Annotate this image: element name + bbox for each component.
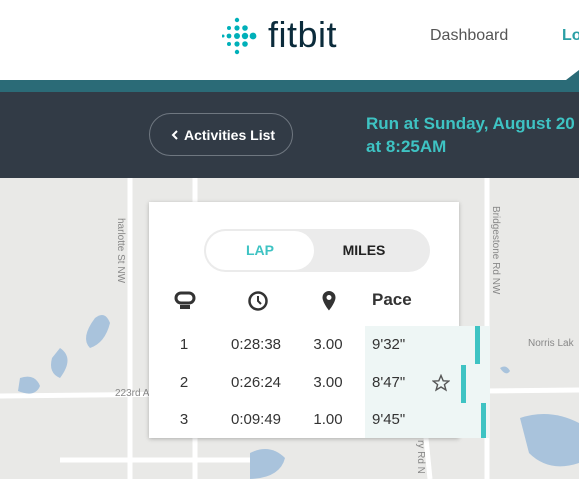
- pace-header: Pace: [372, 290, 412, 309]
- time-icon: [248, 291, 268, 311]
- lap-cell: 1: [179, 336, 189, 353]
- activity-title: Run at Sunday, August 20: [366, 114, 575, 133]
- laps-card: LAP MILES Pace 1 0:28:38 3.00 9'32" 2 0:26:24…: [149, 202, 490, 438]
- logo-icon: [222, 17, 257, 55]
- map-label: 223rd A: [115, 388, 150, 399]
- lap-cell: 3.00: [313, 336, 343, 353]
- tab-switch: LAP MILES: [204, 229, 430, 272]
- header: fitbit Dashboard Lo: [0, 0, 579, 80]
- lap-cell: 8'47": [372, 374, 406, 391]
- lap-icon: [174, 291, 196, 309]
- back-label: Activities List: [184, 127, 276, 143]
- map-label: harlotte St NW: [115, 218, 126, 284]
- lap-cell: 0:26:24: [230, 374, 282, 391]
- nav-pointer: [566, 70, 579, 80]
- lap-cell: 9'32": [372, 336, 406, 353]
- lap-cell: 0:09:49: [230, 411, 282, 428]
- back-button[interactable]: Activities List: [149, 113, 293, 156]
- chevron: [171, 130, 178, 140]
- lap-cell: 0:28:38: [230, 336, 282, 353]
- distance-icon: [322, 291, 336, 311]
- toolbar: Activities List Run at Sunday, August 20…: [0, 92, 579, 178]
- lap-cell: 2: [179, 374, 189, 391]
- nav-link[interactable]: Lo: [562, 27, 579, 44]
- pace-bar: [475, 326, 480, 364]
- lap-cell: 9'45": [372, 411, 406, 428]
- logo-text: fitbit: [268, 14, 338, 55]
- tab[interactable]: LAP: [206, 231, 314, 270]
- pace-column: [365, 326, 490, 438]
- star-icon[interactable]: [432, 374, 450, 392]
- map-label: Norris Lak: [528, 338, 575, 349]
- nav-link[interactable]: Dashboard: [430, 27, 509, 44]
- pace-bar: [461, 365, 466, 403]
- accent-stripe: [0, 80, 579, 92]
- lap-cell: 3.00: [313, 374, 343, 391]
- map-label: ry Rd N: [415, 440, 426, 474]
- map-label: Bridgestone Rd NW: [490, 206, 501, 295]
- tab[interactable]: MILES: [342, 242, 386, 258]
- lap-cell: 1.00: [313, 411, 343, 428]
- pace-bar: [481, 403, 486, 438]
- activity-title: at 8:25AM: [366, 137, 447, 156]
- lap-cell: 3: [179, 411, 189, 428]
